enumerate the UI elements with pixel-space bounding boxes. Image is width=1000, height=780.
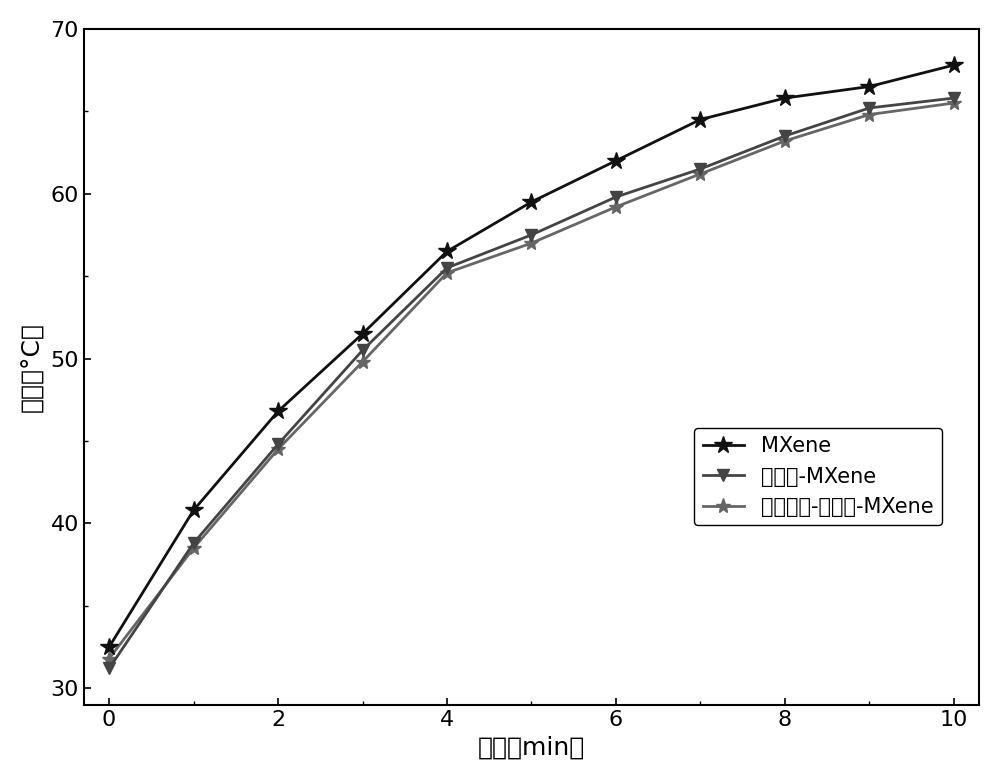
- 金属团簇-光敏剂-MXene: [948, 98, 960, 108]
- 光敏剂-MXene: [779, 131, 791, 140]
- Line: MXene: MXene: [100, 56, 963, 656]
- 金属团簇-光敏剂-MXene: [103, 654, 115, 663]
- MXene: [610, 156, 622, 165]
- MXene: [441, 246, 453, 256]
- 金属团簇-光敏剂-MXene: [525, 239, 537, 248]
- Legend: MXene, 光敏剂-MXene, 金属团簇-光敏剂-MXene: MXene, 光敏剂-MXene, 金属团簇-光敏剂-MXene: [694, 428, 942, 526]
- 金属团簇-光敏剂-MXene: [441, 268, 453, 278]
- 金属团簇-光敏剂-MXene: [272, 445, 284, 454]
- MXene: [103, 643, 115, 652]
- 金属团簇-光敏剂-MXene: [779, 136, 791, 146]
- 金属团簇-光敏剂-MXene: [188, 544, 200, 553]
- 金属团簇-光敏剂-MXene: [694, 169, 706, 179]
- 金属团簇-光敏剂-MXene: [610, 202, 622, 211]
- MXene: [779, 94, 791, 103]
- MXene: [525, 197, 537, 207]
- Line: 光敏剂-MXene: 光敏剂-MXene: [103, 92, 960, 675]
- MXene: [357, 329, 369, 339]
- 光敏剂-MXene: [188, 538, 200, 548]
- Y-axis label: 温度（°C）: 温度（°C）: [21, 322, 45, 412]
- MXene: [948, 60, 960, 69]
- MXene: [188, 505, 200, 515]
- 光敏剂-MXene: [103, 664, 115, 673]
- 金属团簇-光敏剂-MXene: [863, 110, 875, 119]
- 光敏剂-MXene: [357, 346, 369, 355]
- Line: 金属团簇-光敏剂-MXene: 金属团簇-光敏剂-MXene: [101, 95, 961, 666]
- 金属团簇-光敏剂-MXene: [357, 357, 369, 367]
- 光敏剂-MXene: [525, 230, 537, 239]
- 光敏剂-MXene: [610, 193, 622, 202]
- 光敏剂-MXene: [694, 165, 706, 174]
- 光敏剂-MXene: [948, 94, 960, 103]
- 光敏剂-MXene: [272, 440, 284, 449]
- MXene: [694, 115, 706, 124]
- MXene: [272, 406, 284, 416]
- X-axis label: 时间（min）: 时间（min）: [478, 736, 585, 759]
- MXene: [863, 82, 875, 91]
- 光敏剂-MXene: [441, 263, 453, 272]
- 光敏剂-MXene: [863, 103, 875, 112]
